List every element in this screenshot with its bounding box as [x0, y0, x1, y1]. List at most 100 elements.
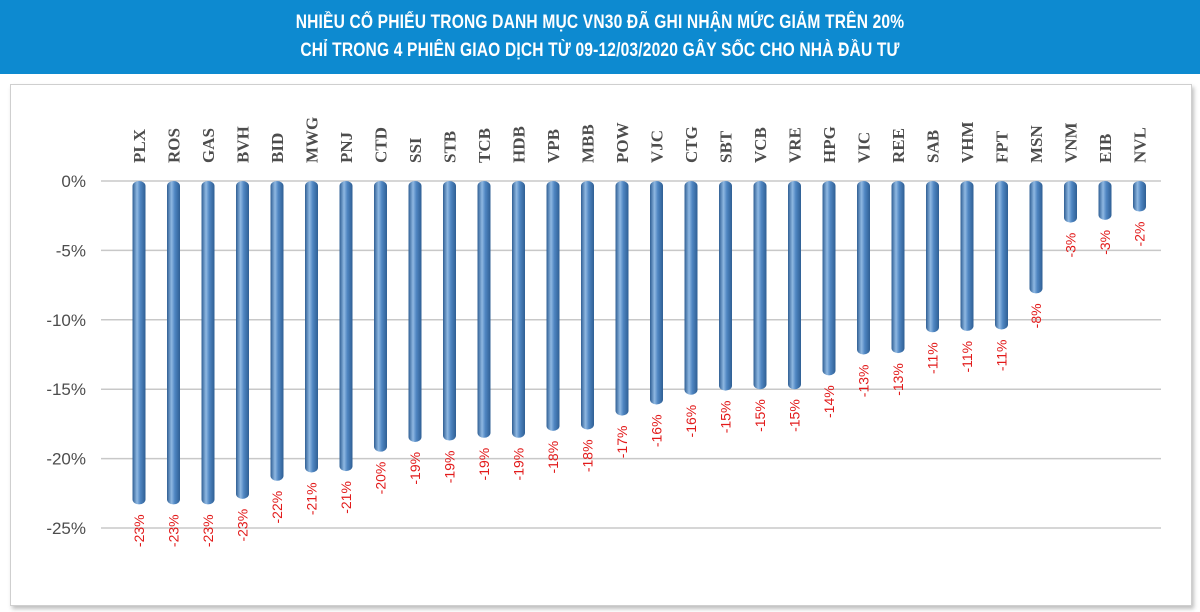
bar	[960, 181, 974, 331]
data-label: -13%	[890, 363, 906, 396]
bar	[305, 181, 318, 473]
category-label: SAB	[924, 130, 943, 163]
category-label: MSN	[1027, 125, 1046, 164]
data-label: -23%	[235, 509, 251, 542]
bar	[1133, 181, 1146, 212]
chart-panel: 0% -5% -10% -15% -20% -25% PLX -23% ROS -23% GAS -2…	[10, 84, 1192, 606]
data-label: -16%	[683, 405, 699, 438]
data-label: -11%	[994, 340, 1010, 372]
bar	[201, 181, 215, 505]
category-label: VHM	[958, 121, 977, 163]
bar	[753, 181, 767, 390]
category-label: BID	[268, 133, 287, 163]
title-banner: NHIỀU CỔ PHIẾU TRONG DANH MỤC VN30 ĐÃ GH…	[0, 0, 1200, 74]
data-label: -15%	[787, 399, 803, 432]
bar	[132, 181, 146, 505]
category-label: REE	[889, 128, 908, 163]
data-label: -16%	[649, 414, 665, 447]
bar	[1029, 181, 1043, 294]
data-label: -20%	[373, 462, 389, 495]
data-label: -18%	[580, 439, 596, 472]
bar	[236, 181, 249, 499]
data-label: -19%	[407, 452, 423, 485]
bar	[822, 181, 836, 376]
bar	[339, 181, 353, 472]
category-label: STB	[441, 131, 460, 163]
data-label: -8%	[1028, 303, 1044, 328]
bar	[1064, 181, 1077, 223]
bar	[374, 181, 387, 452]
category-label: HPG	[820, 126, 839, 163]
data-label: -22%	[269, 491, 285, 524]
category-label: FPT	[993, 130, 1012, 163]
data-label: -19%	[476, 448, 492, 481]
chart-title-line-2: CHỈ TRONG 4 PHIÊN GIAO DỊCH TỪ 09-12/03/…	[300, 40, 900, 61]
bar	[684, 181, 698, 395]
chart-title-line-1: NHIỀU CỔ PHIẾU TRONG DANH MỤC VN30 ĐÃ GH…	[295, 12, 905, 33]
bar	[512, 181, 525, 438]
data-label: -19%	[442, 451, 458, 484]
data-label: -15%	[752, 399, 768, 432]
data-label: -21%	[338, 481, 354, 514]
bar	[546, 181, 560, 431]
bar	[891, 181, 905, 354]
bar	[270, 181, 284, 481]
category-label: POW	[613, 122, 632, 163]
y-tick-label: -10%	[46, 311, 86, 330]
data-label: -17%	[614, 426, 630, 459]
category-label: HDB	[510, 126, 529, 163]
category-label: VRE	[786, 127, 805, 163]
category-label: PNJ	[337, 131, 356, 163]
y-tick-label: 0%	[61, 172, 86, 191]
category-label: MBB	[579, 124, 598, 163]
data-label: -23%	[131, 514, 147, 547]
bar	[1098, 181, 1112, 220]
bar	[477, 181, 491, 438]
category-label: VIC	[855, 132, 874, 163]
bar	[581, 181, 594, 430]
category-label: CTG	[682, 126, 701, 163]
y-tick-label: -20%	[46, 450, 86, 469]
category-label: VPB	[544, 129, 563, 163]
bar	[857, 181, 870, 355]
bar	[995, 181, 1008, 330]
data-label: -11%	[959, 341, 975, 373]
data-label: -3%	[1063, 233, 1079, 258]
category-label: SSI	[406, 137, 425, 163]
data-label: -18%	[545, 441, 561, 474]
category-label: VNM	[1062, 122, 1081, 163]
bar	[650, 181, 663, 405]
bar	[615, 181, 629, 416]
data-label: -15%	[718, 401, 734, 434]
y-tick-label: -5%	[56, 241, 86, 260]
category-label: PLX	[130, 128, 149, 163]
bar	[719, 181, 732, 391]
data-label: -2%	[1132, 222, 1148, 247]
data-label: -3%	[1097, 230, 1113, 255]
data-label: -13%	[856, 365, 872, 398]
category-label: EIB	[1096, 134, 1115, 163]
category-label: VCB	[751, 127, 770, 163]
category-label: CTD	[372, 127, 391, 163]
y-tick-label: -25%	[46, 519, 86, 538]
category-label: NVL	[1131, 127, 1150, 163]
bar-chart: 0% -5% -10% -15% -20% -25% PLX -23% ROS -23% GAS -2…	[46, 117, 1161, 547]
category-label: GAS	[199, 128, 218, 163]
data-label: -14%	[821, 385, 837, 418]
data-label: -23%	[200, 514, 216, 547]
data-label: -19%	[511, 448, 527, 481]
bar	[788, 181, 801, 390]
category-label: VJC	[648, 130, 667, 163]
bar	[167, 181, 180, 505]
data-label: -23%	[166, 514, 182, 547]
category-label: BVH	[234, 126, 253, 163]
category-label: TCB	[475, 128, 494, 163]
data-label: -11%	[925, 342, 941, 374]
y-tick-label: -15%	[46, 380, 86, 399]
category-label: SBT	[717, 130, 736, 163]
category-label: ROS	[165, 128, 184, 163]
bar	[408, 181, 422, 442]
category-label: MWG	[303, 117, 322, 163]
bar	[926, 181, 939, 333]
